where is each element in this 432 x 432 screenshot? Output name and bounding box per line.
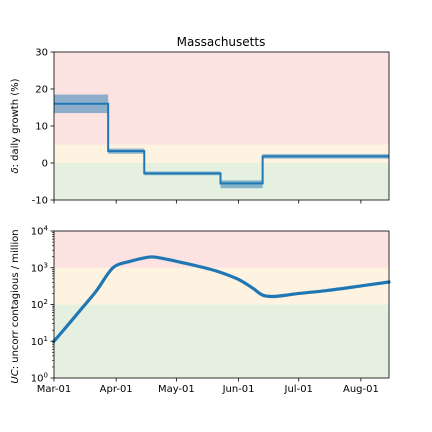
xtick-label-2: May-01 xyxy=(158,384,195,395)
band-2 xyxy=(54,52,389,145)
contagious-panel: 100 101 102 103 104 Mar-01 Apr-01 May-01 Jun-01 J… xyxy=(10,225,391,395)
ytick-label-1: 0 xyxy=(42,159,48,170)
xtick-label-3: Jun-01 xyxy=(222,384,255,395)
ytick-label-2: 102 xyxy=(31,298,48,311)
y-axis-label: UC: uncorr contagious / million xyxy=(10,229,21,383)
ytick-label-1: 101 xyxy=(31,335,48,348)
growth-panel: -10 0 10 20 30 δ: daily growth (%) xyxy=(10,48,390,207)
ytick-label-3: 20 xyxy=(35,85,48,96)
y-axis-label: δ: daily growth (%) xyxy=(10,78,21,173)
ytick-label-0: 100 xyxy=(31,372,48,385)
xtick-label-0: Mar-01 xyxy=(37,384,72,395)
growth-line xyxy=(54,102,389,185)
contagious-line xyxy=(52,255,391,343)
band-0 xyxy=(54,304,389,378)
ytick-label-0: -10 xyxy=(32,196,48,207)
xtick-label-4: Jul-01 xyxy=(284,384,313,395)
xtick-label-1: Apr-01 xyxy=(100,384,133,395)
xtick-label-5: Aug-01 xyxy=(343,384,379,395)
band-2 xyxy=(54,231,389,268)
ytick-label-4: 30 xyxy=(35,48,48,59)
ytick-label-2: 10 xyxy=(35,122,48,133)
chart-title: Massachusetts xyxy=(177,35,266,49)
band-1 xyxy=(54,144,389,163)
ytick-label-3: 103 xyxy=(31,261,48,274)
ytick-label-4: 104 xyxy=(31,225,49,238)
